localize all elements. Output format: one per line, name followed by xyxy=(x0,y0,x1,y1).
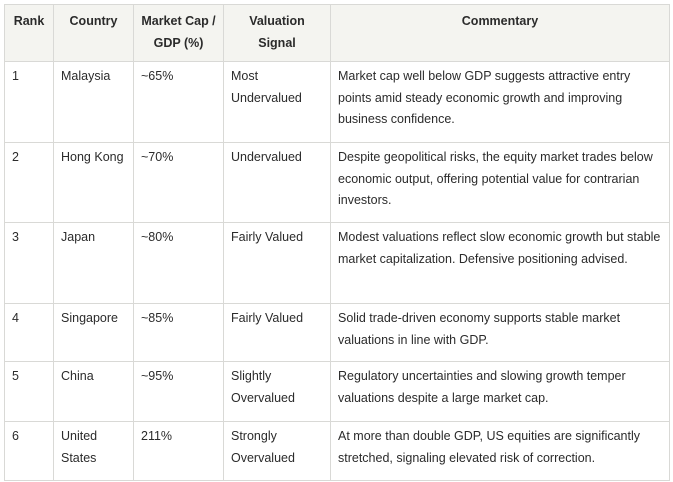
cell-signal: Fairly Valued xyxy=(223,303,331,362)
cell-market-cap: ~80% xyxy=(133,222,224,304)
cell-market-cap: ~95% xyxy=(133,361,224,422)
header-market-cap: Market Cap / GDP (%) xyxy=(133,4,224,62)
cell-commentary: Solid trade-driven economy supports stab… xyxy=(330,303,670,362)
cell-country: Hong Kong xyxy=(53,142,134,223)
cell-rank: 5 xyxy=(4,361,54,422)
cell-market-cap: ~65% xyxy=(133,61,224,143)
cell-country: Malaysia xyxy=(53,61,134,143)
table-row: 5 China ~95% Slightly Overvalued Regulat… xyxy=(4,361,670,422)
header-rank: Rank xyxy=(4,4,54,62)
cell-commentary: Modest valuations reflect slow economic … xyxy=(330,222,670,304)
header-commentary: Commentary xyxy=(330,4,670,62)
table-row: 3 Japan ~80% Fairly Valued Modest valuat… xyxy=(4,222,670,304)
cell-signal: Undervalued xyxy=(223,142,331,223)
cell-rank: 1 xyxy=(4,61,54,143)
cell-country: Singapore xyxy=(53,303,134,362)
cell-rank: 6 xyxy=(4,421,54,481)
cell-signal: Strongly Overvalued xyxy=(223,421,331,481)
cell-commentary: Despite geopolitical risks, the equity m… xyxy=(330,142,670,223)
cell-rank: 4 xyxy=(4,303,54,362)
valuation-table-container: Rank Country Market Cap / GDP (%) Valuat… xyxy=(4,4,670,481)
table-body: 1 Malaysia ~65% Most Undervalued Market … xyxy=(4,61,670,481)
cell-country: United States xyxy=(53,421,134,481)
table-row: 4 Singapore ~85% Fairly Valued Solid tra… xyxy=(4,303,670,362)
header-country: Country xyxy=(53,4,134,62)
cell-market-cap: ~85% xyxy=(133,303,224,362)
cell-signal: Most Undervalued xyxy=(223,61,331,143)
cell-signal: Slightly Overvalued xyxy=(223,361,331,422)
header-signal: Valuation Signal xyxy=(223,4,331,62)
table-row: 6 United States 211% Strongly Overvalued… xyxy=(4,421,670,481)
table-row: 1 Malaysia ~65% Most Undervalued Market … xyxy=(4,61,670,143)
cell-market-cap: ~70% xyxy=(133,142,224,223)
cell-market-cap: 211% xyxy=(133,421,224,481)
cell-country: Japan xyxy=(53,222,134,304)
cell-rank: 2 xyxy=(4,142,54,223)
cell-commentary: Regulatory uncertainties and slowing gro… xyxy=(330,361,670,422)
header-row: Rank Country Market Cap / GDP (%) Valuat… xyxy=(4,4,670,62)
valuation-table: Rank Country Market Cap / GDP (%) Valuat… xyxy=(4,4,670,481)
table-row: 2 Hong Kong ~70% Undervalued Despite geo… xyxy=(4,142,670,223)
cell-rank: 3 xyxy=(4,222,54,304)
table-header: Rank Country Market Cap / GDP (%) Valuat… xyxy=(4,4,670,62)
cell-signal: Fairly Valued xyxy=(223,222,331,304)
cell-commentary: At more than double GDP, US equities are… xyxy=(330,421,670,481)
cell-country: China xyxy=(53,361,134,422)
cell-commentary: Market cap well below GDP suggests attra… xyxy=(330,61,670,143)
